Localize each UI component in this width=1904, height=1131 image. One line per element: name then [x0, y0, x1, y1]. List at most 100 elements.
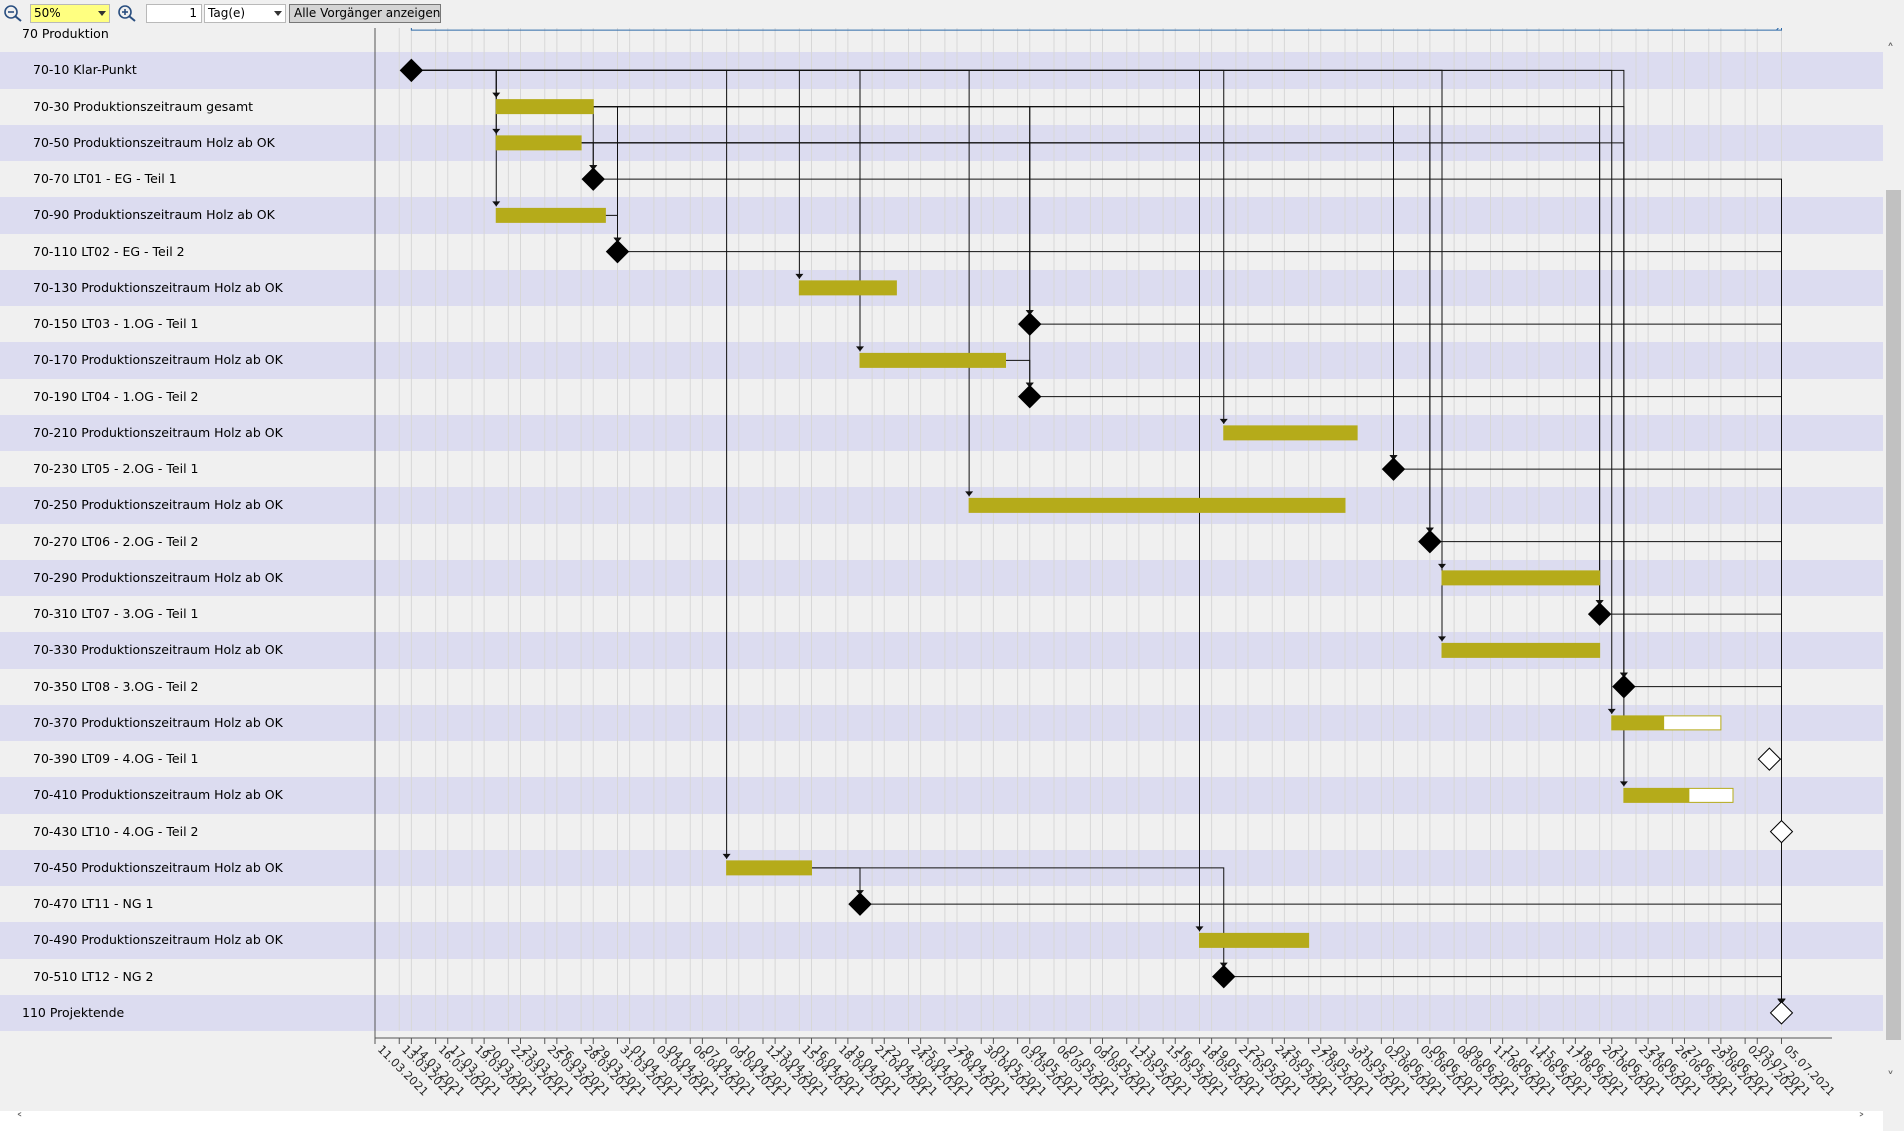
- dependency-arrow: [795, 273, 804, 279]
- task-name[interactable]: 70 Produktion: [22, 26, 109, 41]
- task-name[interactable]: 70-390 LT09 - 4.OG - Teil 1: [33, 751, 199, 766]
- dependency-link: [593, 106, 1625, 678]
- task-bar: [496, 135, 582, 150]
- task-bar: [1623, 788, 1690, 803]
- step-input[interactable]: 1: [146, 4, 202, 23]
- dependency-link: [411, 69, 800, 279]
- task-name[interactable]: 70-370 Produktionszeitraum Holz ab OK: [33, 714, 283, 730]
- milestone-diamond: [1612, 674, 1636, 699]
- dependency-link: [593, 178, 1782, 1004]
- task-name[interactable]: 70-130 Produktionszeitraum Holz ab OK: [33, 279, 283, 295]
- dependency-link: [581, 142, 1394, 461]
- zoom-in-icon: [118, 5, 136, 22]
- dependency-link: [1623, 686, 1782, 1004]
- task-name[interactable]: 70-510 LT12 - NG 2: [33, 968, 154, 984]
- milestone-diamond: [605, 239, 630, 264]
- task-name[interactable]: 70-230 LT05 - 2.OG - Teil 1: [33, 461, 199, 476]
- chevron-down-icon: [98, 11, 106, 16]
- task-name[interactable]: 70-50 Produktionszeitraum Holz ab OK: [33, 134, 275, 150]
- task-name[interactable]: 70-470 LT11 - NG 1: [33, 896, 154, 911]
- milestone-diamond: [1018, 384, 1042, 409]
- dependency-arrow: [1619, 781, 1628, 787]
- unit-value: Tag(e): [208, 6, 246, 20]
- zoom-out-button[interactable]: [2, 4, 26, 23]
- milestone-diamond: [1587, 602, 1612, 626]
- task-row[interactable]: [0, 777, 1883, 814]
- dependency-arrow: [965, 491, 974, 497]
- milestone-diamond: [1769, 1001, 1794, 1025]
- task-bar: [726, 860, 812, 875]
- task-bar: [1199, 933, 1309, 948]
- dependency-link: [1599, 613, 1782, 1004]
- dependency-link: [411, 69, 497, 207]
- dependency-link: [605, 214, 618, 243]
- zoom-value: 50%: [34, 6, 61, 20]
- task-row[interactable]: [0, 487, 1883, 524]
- task-name[interactable]: 70-490 Produktionszeitraum Holz ab OK: [33, 932, 283, 948]
- task-name[interactable]: 70-310 LT07 - 3.OG - Teil 1: [33, 606, 199, 621]
- milestone-diamond: [1769, 819, 1794, 844]
- task-name[interactable]: 70-270 LT06 - 2.OG - Teil 2: [33, 533, 199, 549]
- toolbar: 50% 1 Tag(e) Alle Vorgänger anzeigen: [0, 0, 1904, 28]
- task-name[interactable]: 70-430 LT10 - 4.OG - Teil 2: [33, 823, 199, 839]
- show-predecessors-button[interactable]: Alle Vorgänger anzeigen: [289, 4, 441, 23]
- task-bar: [1223, 425, 1358, 440]
- dependency-link: [411, 69, 728, 859]
- dependency-arrow: [1219, 418, 1228, 424]
- task-row[interactable]: [0, 704, 1883, 741]
- task-name[interactable]: 70-190 LT04 - 1.OG - Teil 2: [33, 388, 199, 404]
- task-name[interactable]: 70-30 Produktionszeitraum gesamt: [33, 98, 254, 114]
- gantt-chart: 11.03.202113.03.202114.03.202116.03.2021…: [374, 16, 1838, 1099]
- task-name[interactable]: 70-10 Klar-Punkt: [33, 62, 137, 78]
- task-name[interactable]: 70-210 Produktionszeitraum Holz ab OK: [33, 424, 283, 440]
- milestone-diamond: [581, 167, 605, 191]
- task-name[interactable]: 70-250 Produktionszeitraum Holz ab OK: [33, 497, 283, 513]
- task-row[interactable]: [0, 414, 1883, 451]
- dependency-link: [1029, 396, 1782, 1004]
- dependency-arrow: [492, 201, 501, 207]
- task-row[interactable]: [0, 922, 1883, 959]
- task-bar: [860, 353, 1006, 368]
- task-bar: [1442, 643, 1600, 658]
- dependency-link: [581, 142, 1431, 533]
- task-bar: [969, 498, 1345, 513]
- scroll-up-icon[interactable]: ˄: [1887, 42, 1894, 58]
- dependency-arrow: [1438, 636, 1446, 642]
- horizontal-scrollbar[interactable]: ˂ ˃: [0, 1111, 1883, 1131]
- milestone-diamond: [1757, 747, 1782, 771]
- task-name[interactable]: 70-450 Produktionszeitraum Holz ab OK: [33, 859, 283, 875]
- zoom-in-button[interactable]: [116, 4, 140, 23]
- task-row[interactable]: [0, 269, 1883, 306]
- scroll-right-icon[interactable]: ˃: [1858, 1112, 1865, 1128]
- task-name[interactable]: 70-410 Produktionszeitraum Holz ab OK: [33, 787, 283, 803]
- task-name[interactable]: 70-350 LT08 - 3.OG - Teil 2: [33, 678, 199, 694]
- task-bar: [496, 208, 606, 223]
- task-bar: [799, 280, 897, 295]
- task-name[interactable]: 110 Projektende: [22, 1004, 125, 1020]
- task-row[interactable]: [0, 994, 1883, 1031]
- task-name[interactable]: 70-70 LT01 - EG - Teil 1: [33, 171, 177, 186]
- task-name[interactable]: 70-330 Produktionszeitraum Holz ab OK: [33, 642, 283, 658]
- task-bar: [496, 99, 594, 114]
- task-name[interactable]: 70-150 LT03 - 1.OG - Teil 1: [33, 316, 199, 331]
- scroll-left-icon[interactable]: ˂: [16, 1112, 23, 1128]
- task-name[interactable]: 70-90 Produktionszeitraum Holz ab OK: [33, 207, 275, 223]
- dependency-link: [411, 69, 1225, 424]
- dependency-link: [411, 69, 861, 352]
- task-name[interactable]: 70-110 LT02 - EG - Teil 2: [33, 243, 185, 259]
- scroll-down-icon[interactable]: ˅: [1887, 1070, 1894, 1086]
- dependency-link: [411, 69, 497, 134]
- vertical-scrollbar[interactable]: ˄ ˅: [1883, 40, 1904, 1090]
- dependency-arrow: [722, 853, 731, 859]
- milestone-diamond: [1018, 312, 1042, 336]
- task-name[interactable]: 70-170 Produktionszeitraum Holz ab OK: [33, 352, 283, 368]
- task-name[interactable]: 70-290 Produktionszeitraum Holz ab OK: [33, 569, 283, 585]
- task-bar: [1611, 715, 1665, 730]
- zoom-select[interactable]: 50%: [30, 4, 110, 23]
- dependency-arrow: [1607, 708, 1616, 714]
- vertical-scroll-thumb[interactable]: [1886, 190, 1901, 1040]
- task-row[interactable]: [0, 197, 1883, 234]
- dependency-link: [1769, 758, 1782, 1004]
- unit-select[interactable]: Tag(e): [204, 4, 286, 23]
- dependency-link: [1393, 468, 1782, 1004]
